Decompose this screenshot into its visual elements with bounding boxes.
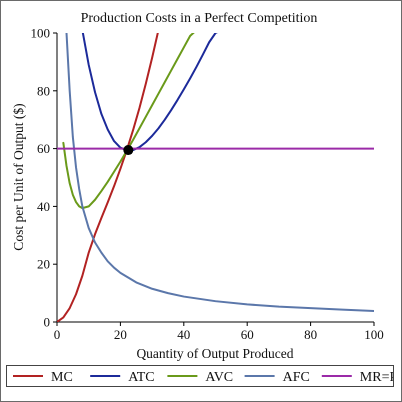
x-tick-label: 100 [364, 327, 384, 342]
legend-label-atc: ATC [128, 370, 154, 385]
y-tick-label: 80 [37, 83, 50, 98]
x-tick-label: 60 [241, 327, 254, 342]
legend: MC ATC AVC AFC MR=P [6, 365, 397, 387]
legend-label-mc: MC [51, 370, 73, 385]
y-tick-label: 60 [37, 141, 50, 156]
series-line-atc [81, 33, 218, 152]
x-tick-label: 20 [114, 327, 127, 342]
x-tick-label: 0 [54, 327, 61, 342]
y-tick-label: 20 [37, 257, 50, 272]
chart-title: Production Costs in a Perfect Competitio… [81, 11, 318, 26]
legend-label-avc: AVC [205, 370, 233, 385]
x-tick-label: 40 [177, 327, 190, 342]
series-line-afc [65, 33, 374, 313]
y-axis-label: Cost per Unit of Output ($) [11, 103, 26, 250]
legend-label-mr-p: MR=P [360, 370, 393, 385]
y-tick-label: 100 [31, 26, 51, 41]
series-line-mc [57, 33, 159, 322]
plot-area: 0 20 40 60 80 100 0 20 40 60 80 100 [31, 26, 384, 343]
y-tick-label: 40 [37, 199, 50, 214]
series-group [57, 33, 374, 322]
intersection-point-marker [123, 145, 134, 156]
legend-items: MC ATC AVC AFC MR=P [13, 370, 397, 385]
x-axis-label: Quantity of Output Produced [136, 346, 293, 361]
series-line-avc [62, 33, 195, 210]
x-tick-label: 80 [304, 327, 317, 342]
legend-label-afc: AFC [283, 370, 310, 385]
y-tick-label: 0 [44, 315, 51, 330]
